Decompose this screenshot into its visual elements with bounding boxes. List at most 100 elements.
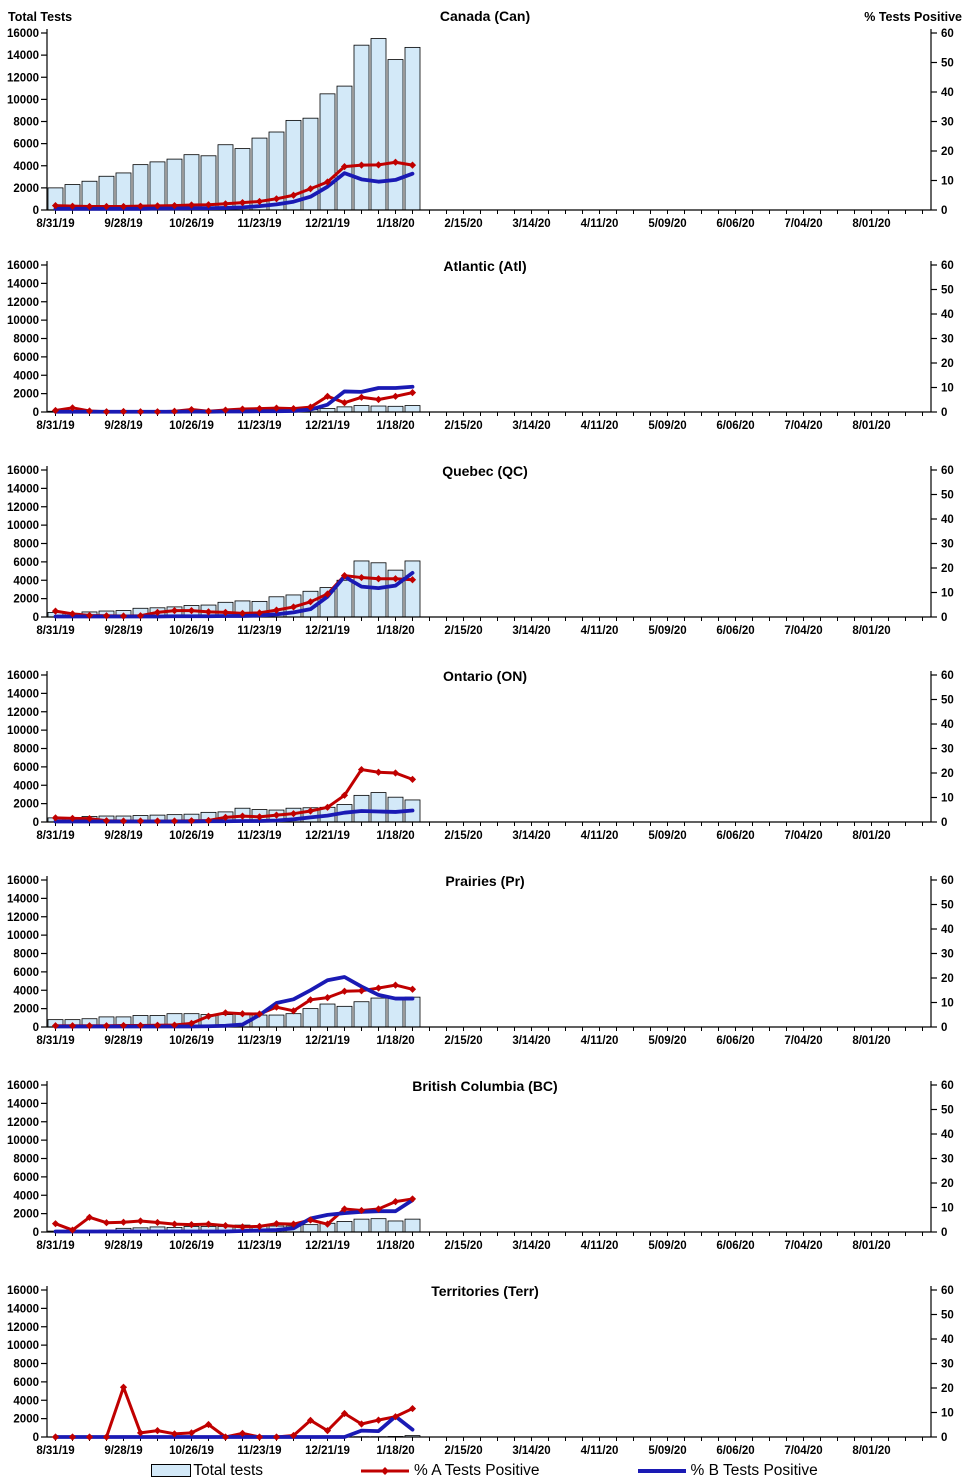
bar bbox=[404, 46, 421, 211]
left-tick-label: 0 bbox=[33, 205, 39, 217]
right-tick-label: 30 bbox=[941, 334, 954, 346]
x-tick-label: 9/28/19 bbox=[104, 1445, 142, 1457]
left-tick-label: 14000 bbox=[7, 1303, 39, 1315]
bar bbox=[302, 1008, 319, 1028]
right-tick-label: 40 bbox=[941, 87, 954, 99]
diamond-marker bbox=[238, 812, 247, 820]
diamond-marker bbox=[119, 1218, 128, 1226]
diamond-marker bbox=[170, 201, 179, 210]
bar bbox=[353, 1001, 370, 1028]
x-tick-label: 8/31/19 bbox=[36, 1445, 74, 1457]
bar bbox=[353, 405, 370, 413]
x-tick-label: 12/21/19 bbox=[305, 830, 350, 842]
x-tick-label: 8/31/19 bbox=[36, 1240, 74, 1252]
left-tick-label: 8000 bbox=[13, 117, 39, 129]
x-tick-label: 9/28/19 bbox=[104, 420, 142, 432]
left-tick-label: 8000 bbox=[13, 334, 39, 346]
diamond-marker bbox=[374, 768, 383, 776]
x-tick-label: 10/26/19 bbox=[169, 625, 214, 637]
diamond-marker bbox=[170, 607, 179, 615]
right-axis-title: % Tests Positive bbox=[864, 10, 962, 24]
x-tick-label: 7/04/20 bbox=[784, 218, 822, 230]
diamond-marker bbox=[391, 769, 400, 777]
panel-title: Canada (Can) bbox=[440, 8, 530, 24]
pct-a-line bbox=[54, 160, 414, 208]
left-tick-label: 6000 bbox=[13, 557, 39, 569]
right-tick-label: 60 bbox=[941, 1285, 954, 1297]
diamond-marker bbox=[391, 981, 400, 989]
left-tick-label: 4000 bbox=[13, 1395, 39, 1407]
diamond-marker bbox=[102, 817, 111, 825]
left-tick-label: 10000 bbox=[7, 725, 39, 737]
diamond-marker bbox=[391, 575, 400, 583]
diamond-marker bbox=[340, 163, 349, 171]
diamond-marker bbox=[51, 1220, 60, 1228]
bar bbox=[353, 794, 370, 823]
bar bbox=[404, 560, 421, 618]
diamond-marker bbox=[187, 1019, 196, 1027]
diamond-marker bbox=[272, 1220, 281, 1228]
legend: Total tests % A Tests Positive % B Tests… bbox=[0, 1460, 969, 1481]
x-tick-label: 8/31/19 bbox=[36, 1035, 74, 1047]
x-tick-label: 1/18/20 bbox=[376, 1035, 414, 1047]
left-tick-label: 12000 bbox=[7, 1322, 39, 1334]
bar bbox=[336, 1221, 353, 1233]
left-tick-label: 2000 bbox=[13, 1414, 39, 1426]
left-tick-label: 6000 bbox=[13, 967, 39, 979]
bar bbox=[404, 1218, 421, 1233]
right-tick-label: 40 bbox=[941, 1129, 954, 1141]
pct-b-line bbox=[53, 171, 415, 211]
right-tick-label: 20 bbox=[941, 1383, 954, 1395]
left-tick-label: 6000 bbox=[13, 1377, 39, 1389]
left-tick-label: 4000 bbox=[13, 1190, 39, 1202]
x-tick-label: 8/01/20 bbox=[852, 1445, 890, 1457]
left-tick-label: 4000 bbox=[13, 370, 39, 382]
x-tick-label: 2/15/20 bbox=[444, 1445, 482, 1457]
diamond-marker bbox=[323, 590, 332, 598]
diamond-marker bbox=[119, 202, 128, 211]
x-tick-label: 7/04/20 bbox=[784, 1035, 822, 1047]
diamond-marker bbox=[102, 1433, 111, 1441]
diamond-marker bbox=[357, 161, 366, 169]
x-tick-label: 4/11/20 bbox=[581, 1445, 619, 1457]
left-tick-label: 10000 bbox=[7, 94, 39, 106]
right-tick-label: 30 bbox=[941, 1154, 954, 1166]
diamond-marker bbox=[374, 1205, 383, 1213]
diamond-marker bbox=[408, 985, 417, 993]
chart-panel-prairies-pr: 0 2000 4000 6000 8000 10000 12000 14000 16000 0 10… bbox=[7, 873, 954, 1047]
right-tick-label: 60 bbox=[941, 670, 954, 682]
axes bbox=[46, 671, 932, 823]
x-tick-label: 6/06/20 bbox=[716, 1035, 754, 1047]
right-tick-label: 0 bbox=[941, 407, 947, 419]
x-tick-label: 2/15/20 bbox=[444, 830, 482, 842]
diamond-marker bbox=[68, 1433, 77, 1441]
diamond-marker bbox=[85, 1433, 94, 1441]
x-tick-label: 12/21/19 bbox=[305, 625, 350, 637]
right-tick-label: 0 bbox=[941, 1432, 947, 1444]
diamond-marker bbox=[408, 389, 417, 397]
right-tick-label: 50 bbox=[941, 58, 954, 70]
diamond-marker bbox=[153, 1218, 162, 1227]
x-tick-label: 10/26/19 bbox=[169, 1240, 214, 1252]
left-tick-label: 16000 bbox=[7, 875, 39, 887]
left-tick-label: 2000 bbox=[13, 1209, 39, 1221]
bar bbox=[319, 93, 336, 211]
pct-b-line bbox=[53, 975, 415, 1029]
right-tick-label: 10 bbox=[941, 383, 954, 395]
left-tick-label: 8000 bbox=[13, 744, 39, 756]
x-tick-label: 8/01/20 bbox=[852, 1035, 890, 1047]
right-tick-label: 0 bbox=[941, 817, 947, 829]
panel-title: Territories (Terr) bbox=[431, 1283, 539, 1299]
left-tick-label: 0 bbox=[33, 612, 39, 624]
diamond-marker bbox=[187, 201, 196, 209]
diamond-marker bbox=[306, 1216, 315, 1224]
left-tick-label: 6000 bbox=[13, 352, 39, 364]
diamond-marker bbox=[289, 1220, 298, 1228]
x-tick-label: 11/23/19 bbox=[237, 1035, 281, 1047]
x-tick-label: 3/14/20 bbox=[512, 420, 550, 432]
left-tick-label: 16000 bbox=[7, 28, 39, 40]
left-tick-label: 0 bbox=[33, 817, 39, 829]
left-tick-label: 10000 bbox=[7, 1135, 39, 1147]
right-tick-label: 50 bbox=[941, 900, 954, 912]
